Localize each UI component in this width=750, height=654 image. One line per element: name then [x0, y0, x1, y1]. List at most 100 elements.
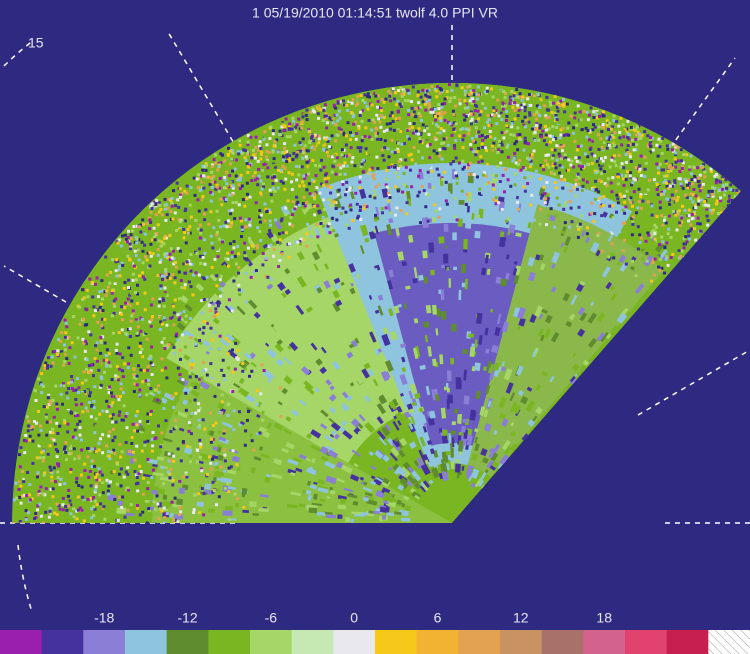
speckle	[243, 205, 246, 208]
speckle	[436, 134, 439, 137]
speckle	[497, 148, 500, 151]
speckle	[444, 98, 447, 101]
speckle	[141, 218, 144, 221]
speckle	[227, 352, 230, 355]
speckle	[178, 190, 181, 193]
speckle	[138, 389, 141, 392]
speckle	[145, 330, 148, 333]
speckle	[466, 106, 469, 109]
speckle	[727, 200, 730, 203]
speckle	[83, 501, 86, 504]
speckle	[370, 129, 373, 132]
speckle	[86, 410, 89, 413]
speckle	[284, 207, 287, 210]
speckle	[344, 211, 347, 214]
speckle	[62, 503, 65, 506]
speckle	[215, 503, 218, 506]
speckle	[541, 130, 544, 133]
speckle	[110, 451, 113, 454]
speckle	[126, 509, 129, 512]
speckle	[623, 195, 626, 198]
speckle	[97, 369, 100, 372]
speckle	[691, 213, 694, 216]
speckle	[184, 363, 187, 366]
speckle	[463, 119, 466, 122]
speckle	[524, 141, 527, 144]
speckle	[68, 346, 71, 349]
speckle	[317, 105, 320, 108]
speckle	[567, 158, 570, 161]
speckle	[101, 275, 104, 278]
speckle	[639, 241, 642, 244]
speckle	[456, 459, 460, 462]
speckle	[189, 263, 192, 266]
speckle	[208, 304, 211, 307]
speckle	[244, 156, 247, 159]
speckle	[383, 146, 386, 149]
speckle	[551, 157, 554, 160]
speckle	[582, 185, 585, 188]
speckle	[96, 503, 99, 506]
speckle	[19, 465, 22, 468]
speckle	[161, 323, 164, 326]
speckle	[132, 309, 135, 312]
speckle	[90, 364, 93, 367]
speckle	[150, 410, 153, 413]
speckle	[606, 195, 609, 198]
speckle	[159, 328, 162, 331]
speckle	[79, 434, 82, 437]
speckle	[649, 186, 652, 189]
speckle	[259, 221, 262, 224]
speckle	[115, 258, 118, 261]
speckle	[531, 153, 534, 156]
speckle	[277, 195, 280, 198]
speckle	[111, 314, 114, 317]
speckle	[171, 501, 174, 504]
speckle	[78, 455, 81, 458]
speckle	[581, 128, 584, 131]
speckle	[545, 116, 548, 119]
colorbar-tick-label: 18	[596, 610, 612, 626]
speckle	[149, 221, 152, 224]
speckle	[105, 365, 108, 368]
speckle	[237, 349, 240, 352]
speckle	[667, 232, 670, 235]
speckle	[617, 175, 620, 178]
speckle	[602, 110, 605, 113]
speckle	[645, 162, 648, 165]
speckle	[37, 493, 40, 496]
speckle	[172, 406, 175, 409]
speckle	[237, 468, 240, 471]
speckle	[250, 434, 253, 437]
speckle	[42, 460, 45, 463]
speckle	[31, 440, 34, 443]
speckle	[209, 309, 212, 312]
speckle	[314, 164, 317, 167]
speckle	[301, 165, 304, 168]
speckle	[105, 444, 108, 447]
speckle	[539, 208, 542, 211]
speckle	[501, 208, 504, 211]
speckle	[448, 100, 451, 103]
speckle	[154, 242, 157, 245]
speckle	[517, 163, 520, 166]
speckle	[117, 501, 123, 506]
speckle	[692, 188, 695, 191]
speckle	[463, 104, 466, 107]
speckle	[700, 201, 703, 204]
speckle	[49, 466, 52, 469]
colorbar-tick-label: -6	[265, 610, 278, 626]
speckle	[276, 241, 279, 244]
speckle	[665, 255, 668, 258]
speckle	[164, 367, 167, 370]
speckle	[254, 179, 257, 182]
speckle	[131, 436, 134, 439]
speckle	[190, 285, 193, 288]
speckle	[513, 94, 516, 97]
speckle	[290, 180, 293, 183]
speckle	[349, 138, 352, 141]
speckle	[389, 211, 392, 214]
speckle	[176, 377, 179, 380]
speckle	[89, 333, 92, 336]
speckle	[246, 171, 249, 174]
